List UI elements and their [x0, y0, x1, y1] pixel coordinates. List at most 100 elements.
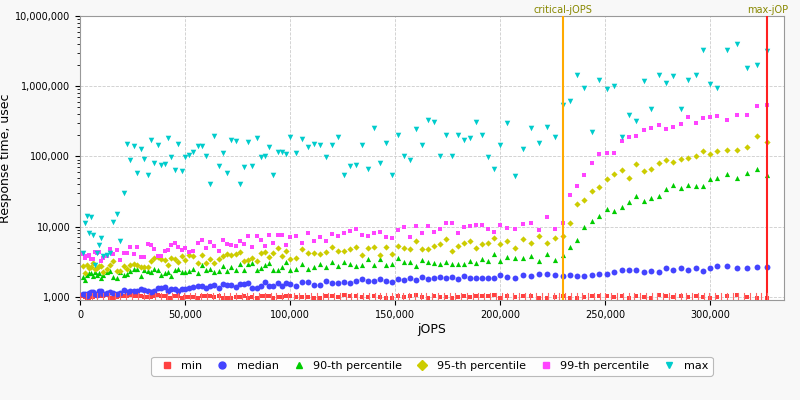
Point	[659, 186, 672, 192]
Point	[440, 132, 453, 138]
Point	[118, 250, 130, 256]
Point	[350, 162, 363, 168]
Point	[326, 142, 339, 148]
Point	[82, 294, 95, 301]
Point	[124, 268, 137, 274]
Point	[191, 283, 204, 290]
Point	[93, 262, 106, 269]
Point	[165, 295, 178, 302]
Point	[608, 207, 621, 214]
Point	[721, 171, 734, 177]
Point	[704, 176, 717, 182]
Point	[267, 171, 280, 178]
Point	[557, 272, 570, 279]
Point	[416, 257, 429, 263]
Point	[221, 241, 234, 248]
Point	[476, 293, 489, 299]
Point	[90, 265, 103, 271]
Point	[578, 224, 591, 230]
Point	[302, 144, 315, 150]
Point	[320, 154, 333, 161]
Point	[162, 288, 174, 295]
Point	[107, 295, 120, 301]
Point	[422, 246, 434, 252]
Point	[578, 197, 591, 203]
Point	[638, 294, 650, 300]
Point	[212, 248, 225, 254]
Point	[158, 270, 171, 276]
Point	[154, 293, 167, 300]
Point	[380, 244, 393, 250]
Point	[380, 262, 393, 268]
Point	[275, 294, 288, 300]
Point	[326, 259, 339, 266]
Point	[697, 46, 710, 53]
Point	[674, 106, 687, 113]
Point	[225, 252, 238, 258]
Point	[470, 119, 482, 125]
Point	[78, 291, 91, 297]
Point	[386, 260, 398, 267]
Point	[508, 245, 521, 251]
Point	[81, 272, 94, 278]
Point	[710, 85, 723, 91]
Point	[90, 250, 103, 256]
Point	[169, 293, 182, 299]
Point	[229, 242, 242, 249]
Point	[154, 272, 167, 279]
Point	[549, 235, 562, 242]
Point	[212, 268, 225, 274]
Point	[615, 267, 628, 273]
Point	[127, 288, 140, 294]
Point	[258, 243, 271, 249]
Point	[175, 269, 188, 275]
Point	[262, 253, 275, 260]
Point	[284, 233, 297, 240]
Text: max-jOP: max-jOP	[746, 4, 788, 14]
Point	[446, 294, 458, 301]
Point	[446, 274, 458, 280]
Point	[127, 266, 140, 272]
Point	[107, 274, 120, 280]
Point	[275, 253, 288, 260]
Point	[570, 201, 583, 208]
Point	[93, 249, 106, 255]
Point	[178, 154, 191, 160]
Point	[118, 263, 130, 270]
Point	[494, 142, 506, 148]
Point	[338, 279, 351, 285]
Point	[158, 160, 171, 167]
Point	[246, 260, 258, 267]
Point	[428, 242, 441, 249]
Point	[549, 257, 562, 263]
Point	[127, 251, 140, 258]
Point	[279, 280, 292, 286]
Point	[208, 243, 221, 250]
Point	[326, 293, 339, 299]
Point	[356, 262, 369, 268]
Point	[187, 248, 200, 254]
Point	[344, 260, 357, 267]
Point	[302, 230, 315, 236]
Point	[533, 295, 546, 302]
Point	[494, 257, 506, 264]
Point	[476, 132, 489, 139]
Point	[165, 242, 178, 248]
Point	[458, 260, 470, 267]
Point	[178, 286, 191, 292]
Point	[89, 290, 102, 297]
Point	[761, 48, 774, 54]
Point	[525, 240, 538, 246]
Point	[89, 249, 102, 256]
Point	[494, 222, 506, 228]
Point	[187, 149, 200, 156]
Point	[204, 266, 217, 273]
Point	[488, 228, 501, 235]
Point	[279, 292, 292, 299]
Point	[645, 125, 658, 132]
Point	[362, 166, 374, 172]
Point	[541, 271, 554, 277]
Point	[652, 193, 665, 199]
Point	[533, 257, 546, 264]
Point	[476, 275, 489, 281]
